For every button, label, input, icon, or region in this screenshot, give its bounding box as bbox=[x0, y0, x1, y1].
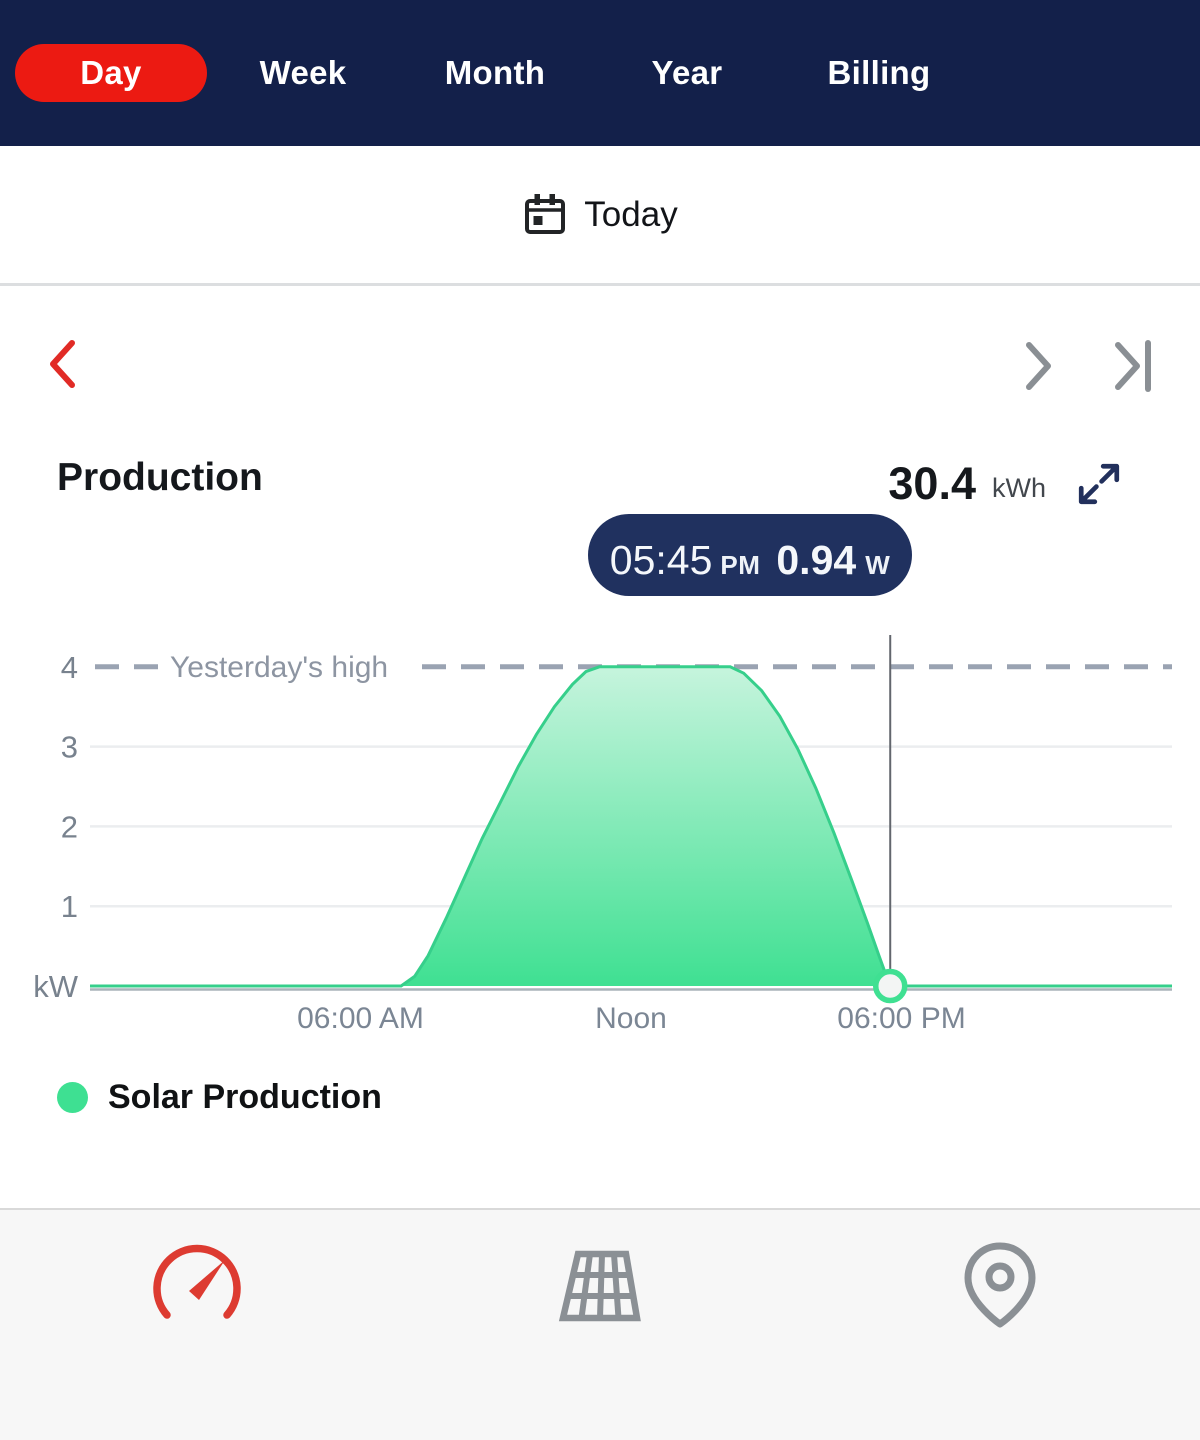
chart-tooltip: 05:45 PM 0.94 W bbox=[588, 514, 912, 596]
tooltip-time: 05:45 bbox=[609, 537, 713, 583]
tab-month[interactable]: Month bbox=[444, 54, 546, 91]
tab-day[interactable]: Day bbox=[15, 44, 207, 102]
chevron-right-icon bbox=[1026, 342, 1051, 390]
chevron-last-icon bbox=[1115, 340, 1151, 392]
tab-week[interactable]: Week bbox=[259, 54, 347, 91]
next-day-button[interactable] bbox=[1021, 340, 1055, 395]
tooltip-meridiem: PM bbox=[720, 550, 761, 580]
calendar-icon bbox=[525, 193, 566, 234]
period-tab-bar: Day Week Month Year Billing bbox=[0, 0, 1200, 146]
solar-panel-icon bbox=[558, 1250, 641, 1322]
chart-legend: Solar Production bbox=[57, 1078, 382, 1117]
tab-sites[interactable] bbox=[945, 1230, 1055, 1340]
skip-to-latest-button[interactable] bbox=[1112, 340, 1156, 395]
svg-text:Yesterday's high: Yesterday's high bbox=[170, 651, 388, 684]
tooltip-unit: W bbox=[865, 550, 891, 580]
tab-dashboard[interactable] bbox=[142, 1230, 252, 1340]
svg-text:1: 1 bbox=[61, 889, 78, 924]
svg-text:Noon: Noon bbox=[595, 1002, 667, 1035]
previous-day-button[interactable] bbox=[46, 338, 80, 393]
legend-label: Solar Production bbox=[108, 1078, 382, 1116]
expand-arrows-icon bbox=[1078, 463, 1120, 505]
chevron-left-icon bbox=[50, 340, 75, 388]
gauge-icon bbox=[153, 1244, 241, 1319]
tooltip-value: 0.94 bbox=[776, 537, 857, 583]
tab-billing[interactable]: Billing bbox=[827, 54, 931, 91]
total-value: 30.4 bbox=[888, 458, 976, 509]
total-unit: kWh bbox=[992, 472, 1046, 503]
expand-chart-button[interactable] bbox=[1076, 461, 1122, 507]
svg-text:06:00 PM: 06:00 PM bbox=[837, 1002, 965, 1035]
svg-text:2: 2 bbox=[61, 809, 78, 844]
svg-text:06:00 AM: 06:00 AM bbox=[297, 1002, 424, 1035]
svg-text:kW: kW bbox=[33, 969, 79, 1004]
tab-system[interactable] bbox=[545, 1230, 655, 1340]
production-total: 30.4 kWh bbox=[888, 458, 1122, 510]
current-date-label: Today bbox=[584, 194, 678, 234]
bottom-tab-bar bbox=[0, 1208, 1200, 1440]
svg-text:3: 3 bbox=[61, 730, 78, 765]
date-navigation-row: Today bbox=[0, 146, 1200, 392]
chart-title: Production bbox=[57, 456, 263, 499]
svg-text:4: 4 bbox=[61, 650, 78, 685]
solar-production-swatch bbox=[57, 1082, 88, 1113]
solar-production-area-chart[interactable]: Yesterday's high 1 2 3 4 kW 06:00 AM Noon 06:00 … bbox=[0, 620, 1200, 1050]
location-pin-icon bbox=[964, 1242, 1036, 1328]
tab-year[interactable]: Year bbox=[651, 54, 723, 91]
date-picker[interactable]: Today bbox=[522, 191, 678, 239]
